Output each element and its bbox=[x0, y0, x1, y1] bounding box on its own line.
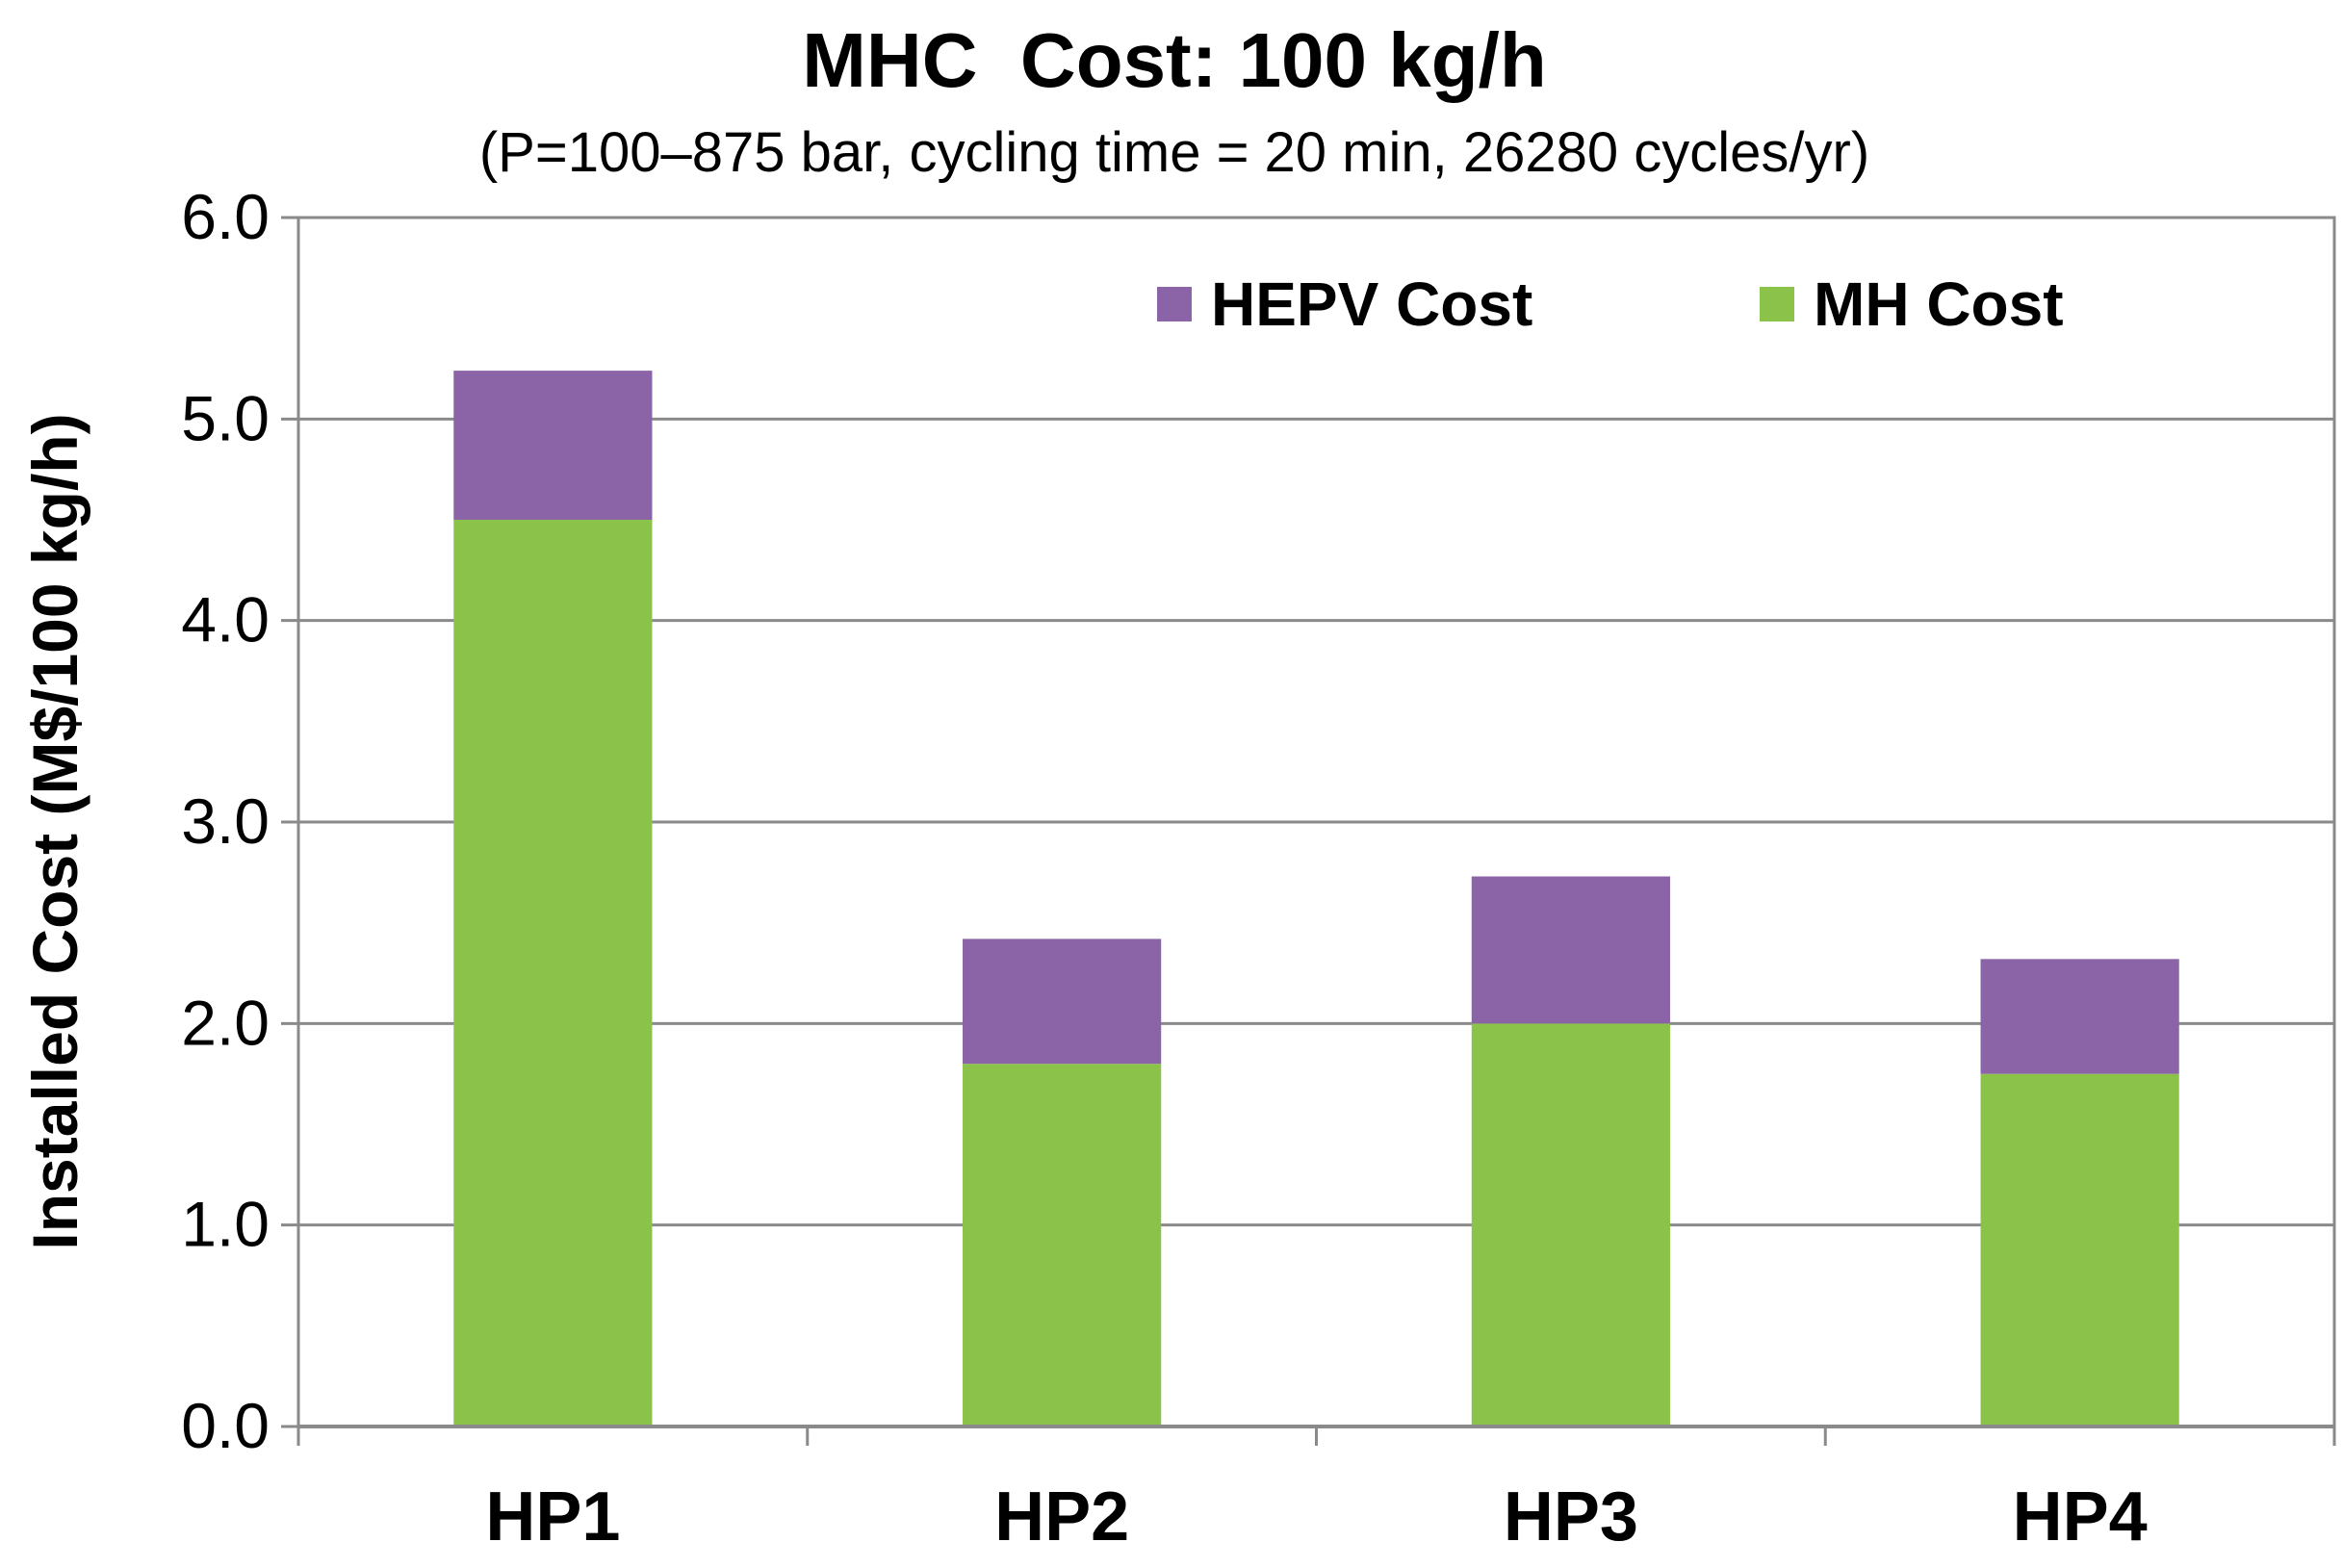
legend-label: MH Cost bbox=[1814, 270, 2064, 339]
bar-mh-cost-hp2 bbox=[963, 1064, 1162, 1427]
bar-hepv-cost-hp4 bbox=[1980, 959, 2179, 1074]
x-tick-label: HP3 bbox=[1504, 1478, 1638, 1555]
x-tick-label: HP2 bbox=[994, 1478, 1129, 1555]
x-tick-label: HP4 bbox=[2013, 1478, 2148, 1555]
tick-labels: 0.0 1.0 2.0 3.0 4.0 5.0 6.0 HP1 HP2 HP3 HP4 bbox=[181, 181, 2147, 1555]
bar-mh-cost-hp1 bbox=[453, 520, 653, 1427]
bar-hepv-cost-hp2 bbox=[963, 938, 1162, 1065]
legend: HEPV Cost MH Cost bbox=[1157, 270, 2064, 339]
bar-hepv-cost-hp1 bbox=[453, 371, 653, 520]
bar-hepv-cost-hp3 bbox=[1471, 876, 1670, 1024]
chart-subtitle: (P=100–875 bar, cycling time = 20 min, 2… bbox=[479, 121, 1869, 184]
y-tick-label: 0.0 bbox=[181, 1390, 270, 1461]
y-tick-label: 6.0 bbox=[181, 181, 270, 252]
axes bbox=[281, 216, 2336, 1446]
y-tick-label: 4.0 bbox=[181, 584, 270, 655]
y-tick-label: 3.0 bbox=[181, 785, 270, 857]
y-tick-label: 1.0 bbox=[181, 1189, 270, 1260]
legend-swatch-mh-cost bbox=[1760, 287, 1794, 321]
legend-label: HEPV Cost bbox=[1211, 270, 1532, 339]
y-tick-label: 5.0 bbox=[181, 382, 270, 453]
y-axis-label: Installed Cost (M$/100 kg/h) bbox=[19, 413, 90, 1249]
bars bbox=[453, 371, 2179, 1427]
x-tick-label: HP1 bbox=[485, 1478, 620, 1555]
chart-title: MHC Cost: 100 kg/h bbox=[802, 17, 1546, 103]
legend-swatch-hepv-cost bbox=[1157, 287, 1192, 321]
bar-mh-cost-hp3 bbox=[1471, 1023, 1670, 1427]
y-tick-label: 2.0 bbox=[181, 987, 270, 1058]
bar-mh-cost-hp4 bbox=[1980, 1073, 2179, 1427]
